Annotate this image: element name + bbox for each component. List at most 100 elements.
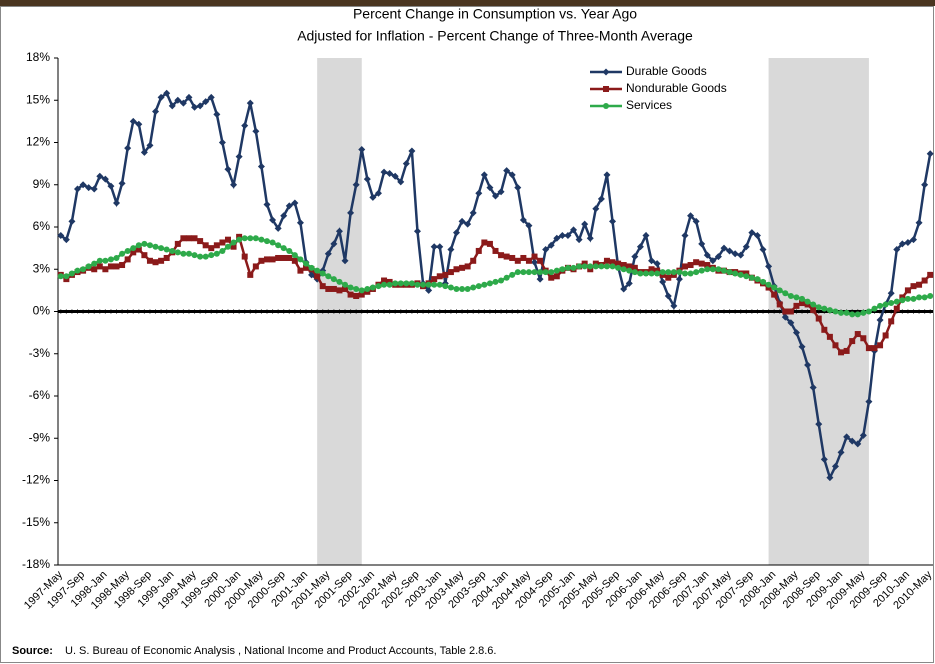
marker — [809, 384, 817, 392]
marker — [893, 298, 900, 305]
marker — [871, 345, 878, 352]
marker — [358, 146, 366, 154]
marker — [381, 277, 388, 284]
marker — [486, 280, 493, 287]
marker — [286, 254, 293, 261]
marker — [921, 181, 929, 189]
marker — [297, 267, 304, 274]
marker — [921, 294, 928, 301]
marker — [275, 254, 282, 261]
marker — [497, 188, 505, 196]
marker — [130, 249, 137, 256]
marker — [85, 184, 93, 192]
marker — [342, 281, 349, 288]
marker — [247, 235, 254, 242]
marker — [826, 474, 834, 482]
marker — [163, 89, 171, 97]
marker — [191, 235, 198, 242]
marker — [492, 192, 499, 200]
marker — [135, 242, 142, 249]
marker — [537, 269, 544, 276]
marker — [224, 243, 231, 250]
marker — [241, 122, 249, 130]
marker — [107, 256, 114, 263]
marker — [303, 264, 310, 271]
marker — [888, 300, 895, 307]
marker — [236, 236, 243, 243]
marker — [358, 287, 365, 294]
marker — [157, 93, 165, 101]
marker — [531, 258, 539, 266]
marker — [208, 245, 215, 252]
marker — [453, 266, 460, 273]
marker — [408, 280, 415, 287]
marker — [910, 295, 917, 302]
marker — [152, 243, 159, 250]
marker — [720, 244, 728, 252]
y-tick-label: -18% — [22, 557, 50, 571]
marker — [742, 243, 750, 251]
marker — [787, 308, 794, 315]
marker — [609, 259, 616, 266]
marker — [681, 270, 688, 277]
marker — [865, 308, 872, 315]
marker — [899, 297, 906, 304]
marker — [782, 308, 789, 315]
marker — [381, 281, 388, 288]
marker — [815, 420, 823, 428]
marker — [442, 283, 449, 290]
marker — [603, 263, 610, 270]
marker — [793, 302, 800, 309]
marker — [776, 301, 783, 308]
marker — [152, 108, 160, 116]
marker — [781, 313, 789, 321]
marker — [241, 253, 248, 260]
marker — [68, 217, 76, 225]
marker — [898, 240, 906, 248]
marker — [319, 270, 326, 277]
marker — [458, 217, 466, 225]
marker — [837, 448, 845, 456]
marker — [191, 103, 199, 111]
marker — [453, 285, 460, 292]
marker — [119, 262, 126, 269]
marker — [759, 246, 767, 254]
marker — [548, 274, 555, 281]
marker — [810, 301, 817, 308]
marker — [481, 239, 488, 246]
marker — [709, 266, 716, 273]
marker — [336, 287, 343, 294]
marker — [119, 250, 126, 257]
marker — [96, 263, 103, 270]
marker — [626, 267, 633, 274]
marker — [653, 260, 661, 268]
marker — [397, 178, 405, 186]
marker — [776, 287, 783, 294]
marker — [631, 253, 639, 261]
marker — [849, 311, 856, 318]
marker — [57, 273, 64, 280]
marker — [480, 171, 488, 179]
marker — [414, 281, 421, 288]
marker — [537, 257, 544, 264]
marker — [709, 257, 717, 265]
marker — [158, 257, 165, 264]
marker — [926, 150, 934, 158]
marker — [620, 285, 628, 293]
marker — [916, 294, 923, 301]
marker — [146, 242, 153, 249]
marker — [374, 189, 382, 197]
marker — [219, 247, 226, 254]
marker — [843, 433, 851, 441]
marker — [542, 269, 549, 276]
y-tick-label: -12% — [22, 473, 50, 487]
marker — [202, 253, 209, 260]
marker — [180, 250, 187, 257]
marker — [514, 269, 521, 276]
marker — [860, 335, 867, 342]
marker — [631, 269, 638, 276]
marker — [748, 274, 755, 281]
marker — [665, 269, 672, 276]
source-text: U. S. Bureau of Economic Analysis , Nati… — [65, 645, 496, 657]
marker — [353, 285, 360, 292]
